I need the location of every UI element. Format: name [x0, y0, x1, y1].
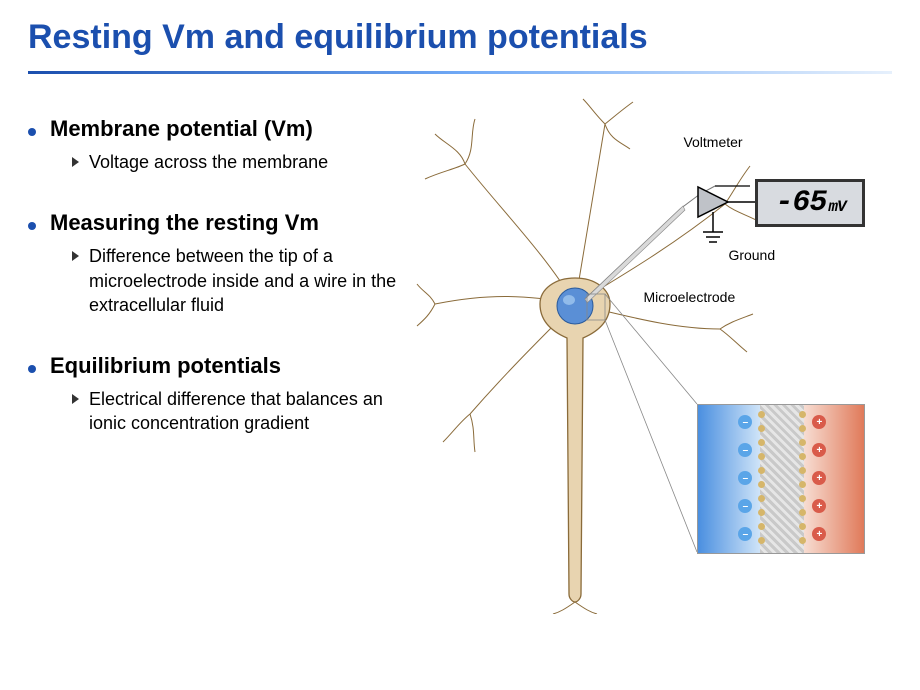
voltmeter-label: Voltmeter [683, 134, 742, 150]
bullet-heading: Membrane potential (Vm) [50, 116, 313, 142]
voltmeter-display: -65 mV [755, 179, 865, 227]
slide-title: Resting Vm and equilibrium potentials [28, 18, 892, 57]
slide-root: Resting Vm and equilibrium potentials Me… [0, 0, 920, 690]
bullet-sub-text: Difference between the tip of a microele… [89, 244, 415, 317]
bullet-sub-text: Electrical difference that balances an i… [89, 387, 415, 436]
diagram-column: Voltmeter -65 mV Ground Microelectrode [425, 114, 892, 656]
voltmeter-unit: mV [828, 198, 845, 216]
bullet-sub: Voltage across the membrane [72, 150, 415, 174]
triangle-icon [72, 394, 79, 404]
title-divider [28, 71, 892, 74]
bullet-sub-text: Voltage across the membrane [89, 150, 328, 174]
bullet-main: Equilibrium potentials [28, 353, 415, 379]
bullet-dot-icon [28, 128, 36, 136]
membrane-callout: – – – – – + + + + + [697, 404, 865, 554]
bullet-sub: Electrical difference that balances an i… [72, 387, 415, 436]
ground-label: Ground [728, 247, 775, 263]
bullet-heading: Measuring the resting Vm [50, 210, 319, 236]
content-row: Membrane potential (Vm) Voltage across t… [28, 114, 892, 656]
bullet-dot-icon [28, 222, 36, 230]
voltmeter-reading: -65 [775, 186, 826, 220]
neuron-diagram: Voltmeter -65 mV Ground Microelectrode [425, 114, 892, 656]
bullet-main: Measuring the resting Vm [28, 210, 415, 236]
membrane-bilayer [760, 405, 804, 553]
bullet-column: Membrane potential (Vm) Voltage across t… [28, 114, 425, 656]
bullet-heading: Equilibrium potentials [50, 353, 281, 379]
triangle-icon [72, 157, 79, 167]
bullet-main: Membrane potential (Vm) [28, 116, 415, 142]
microelectrode-label: Microelectrode [643, 289, 735, 305]
bullet-sub: Difference between the tip of a microele… [72, 244, 415, 317]
triangle-icon [72, 251, 79, 261]
bullet-dot-icon [28, 365, 36, 373]
